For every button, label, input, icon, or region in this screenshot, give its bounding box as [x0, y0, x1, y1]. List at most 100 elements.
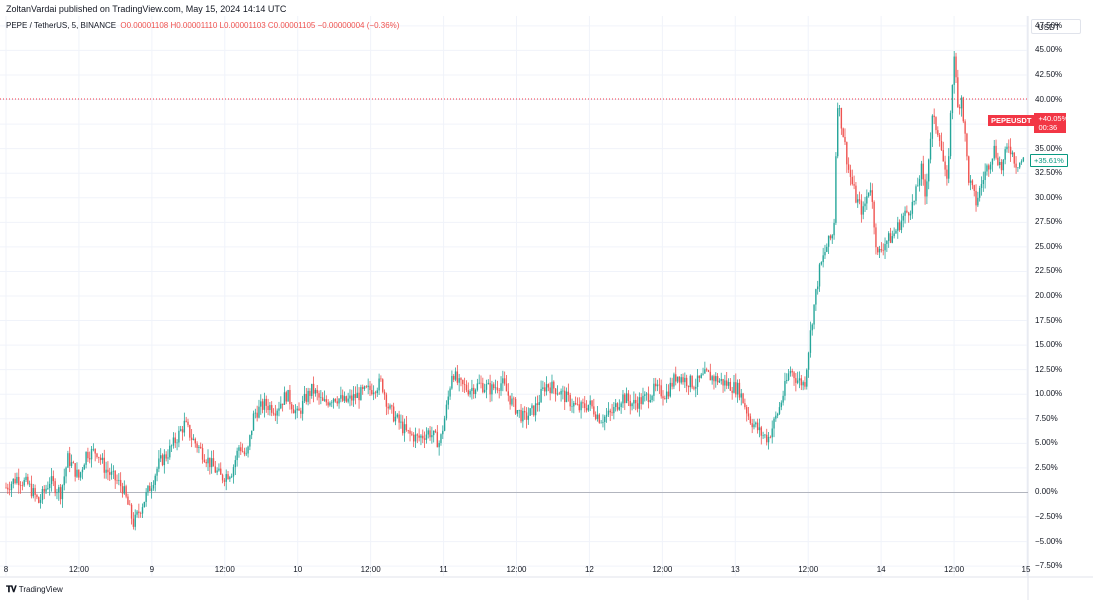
candle-body [545, 384, 548, 392]
candle-body [560, 390, 562, 395]
price-chart[interactable] [0, 16, 1093, 600]
candle-body [442, 430, 444, 435]
candle-body [234, 460, 237, 468]
candle-body [194, 438, 196, 444]
candle-body [447, 396, 449, 405]
candle-body [709, 371, 712, 381]
candle-body [147, 485, 149, 493]
candle-body [482, 383, 484, 393]
price-tick-label: 25.00% [1035, 241, 1063, 251]
candle-body [331, 402, 333, 404]
candle-body [604, 416, 606, 422]
candle-body [453, 375, 455, 380]
symbol-name[interactable]: PEPE / TetherUS, 5, BINANCE [6, 21, 117, 30]
candle-body [724, 380, 726, 386]
candle-body [67, 453, 69, 468]
candle-body [476, 383, 479, 390]
candle-body [139, 513, 142, 514]
candle-body [190, 437, 193, 440]
candle-body [611, 412, 613, 414]
candle-body [496, 387, 499, 391]
candle-body [150, 488, 153, 492]
candle-body [807, 352, 810, 370]
candle-body [751, 423, 753, 428]
candle-body [600, 422, 602, 424]
candle-body [802, 382, 804, 386]
tradingview-logo[interactable]: 𝐓𝐕 TradingView [6, 584, 63, 595]
candle-body [48, 484, 51, 489]
time-tick-label: 15 [1021, 565, 1031, 574]
candle-body [480, 382, 482, 384]
candle-body [645, 393, 648, 395]
price-tick-label: 7.50% [1035, 413, 1058, 423]
candle-body [806, 369, 808, 387]
candle-body [280, 403, 282, 409]
candle-body [740, 393, 742, 398]
candle-body [726, 380, 728, 386]
currency-button[interactable]: USDT [1031, 19, 1081, 34]
candle-body [10, 483, 13, 491]
candle-body [920, 163, 923, 180]
candle-body [829, 235, 832, 239]
time-tick-label: 11 [439, 565, 448, 574]
candle-body [727, 381, 730, 386]
candle-body [338, 398, 340, 404]
candle-body [596, 414, 599, 420]
candle-body [36, 494, 38, 498]
candle-body [565, 391, 568, 403]
price-tick-label: −5.00% [1035, 536, 1063, 546]
candle-body [43, 488, 45, 492]
candle-body [931, 115, 934, 139]
candle-body [676, 376, 679, 382]
candle-body [738, 382, 741, 398]
candle-body [423, 438, 426, 440]
ohlc-values: O0.00001108 H0.00001110 L0.00001103 C0.0… [120, 21, 400, 30]
candle-body [629, 400, 631, 407]
candle-body [678, 376, 681, 383]
candle-body [58, 487, 60, 493]
candle-body [558, 393, 560, 395]
candle-body [321, 397, 324, 401]
candle-body [70, 462, 73, 466]
candle-body [309, 390, 311, 396]
candle-body [514, 398, 517, 414]
candle-body [635, 399, 637, 404]
candle-body [456, 371, 459, 383]
candle-body [789, 371, 792, 374]
candle-body [642, 395, 644, 404]
candle-body [230, 476, 233, 478]
candle-body [90, 448, 93, 460]
candle-body [818, 264, 821, 287]
candle-body [580, 402, 582, 411]
candle-body [285, 392, 287, 402]
candle-body [744, 403, 746, 408]
candle-body [778, 407, 781, 414]
candle-body [352, 394, 355, 401]
candle-body [341, 395, 344, 401]
candle-body [103, 457, 105, 473]
candle-body [358, 392, 360, 401]
candle-body [449, 388, 451, 397]
candle-body [980, 183, 983, 189]
candle-body [372, 392, 375, 395]
candle-body [509, 395, 511, 405]
candle-body [647, 393, 650, 402]
candle-body [567, 391, 570, 396]
candle-body [159, 455, 162, 459]
candle-body [554, 388, 557, 395]
candle-body [334, 398, 337, 402]
candle-body [271, 405, 273, 413]
candle-body [220, 468, 222, 475]
candle-body [655, 383, 657, 387]
candle-body [154, 475, 156, 485]
candle-body [689, 375, 692, 388]
candle-body [376, 390, 378, 394]
candle-body [562, 390, 564, 392]
candle-body [904, 210, 906, 216]
candle-body [953, 56, 955, 85]
candle-body [533, 405, 535, 416]
candle-body [454, 371, 457, 380]
candle-body [722, 379, 724, 386]
candle-body [915, 186, 917, 201]
candle-body [851, 176, 853, 185]
